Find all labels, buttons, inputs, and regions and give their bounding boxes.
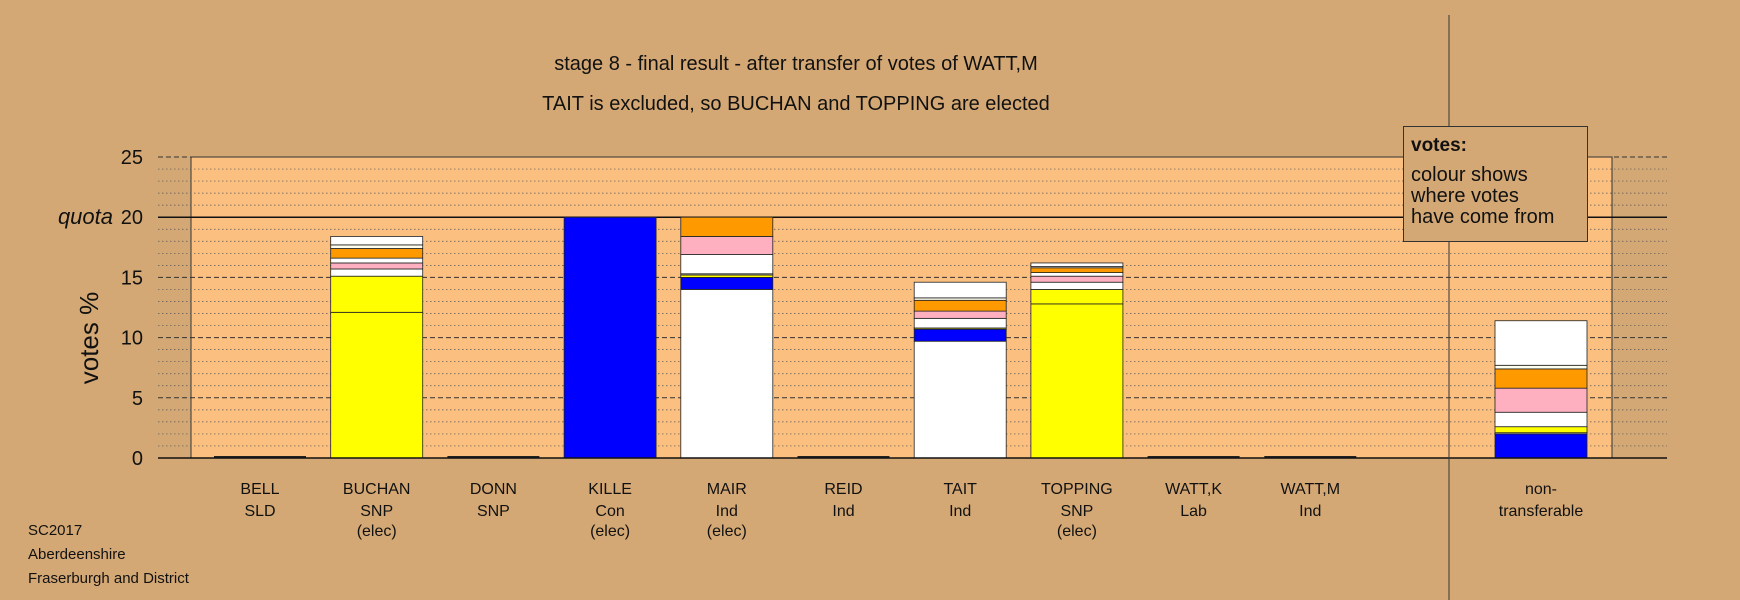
- bar-segment: [330, 262, 424, 270]
- nontransferable-bar-segment: [1494, 426, 1588, 434]
- candidate-name-label: WATT,M: [1281, 481, 1341, 498]
- nontransferable-bar-segment: [1494, 364, 1588, 370]
- chart-title: stage 8 - final result - after transfer …: [554, 53, 1038, 75]
- candidate-party-label: Con: [595, 503, 624, 520]
- bar-segment: [1030, 262, 1124, 267]
- legend-text-1: colour shows: [1411, 164, 1528, 186]
- bar-segment: [330, 236, 424, 246]
- nontransferable-bar-segment: [1494, 368, 1588, 389]
- bar-segment: [913, 340, 1007, 459]
- y-tick-label: 15: [121, 267, 143, 289]
- legend: votes: colour shows where votes have com…: [1403, 126, 1588, 242]
- candidate-name-label: WATT,K: [1165, 481, 1222, 498]
- candidate-name-label: KILLE: [588, 481, 632, 498]
- bar-segment: [680, 276, 774, 290]
- nontransferable-bar-segment: [1494, 411, 1588, 428]
- candidate-party-label: SNP: [1060, 503, 1093, 520]
- nontransferable-bar-segment: [1494, 433, 1588, 459]
- footer-council: Aberdeenshire: [28, 546, 126, 563]
- bar-segment: [330, 268, 424, 277]
- bar-segment: [913, 310, 1007, 319]
- y-tick-label: 10: [121, 328, 143, 350]
- chart-subtitle: TAIT is excluded, so BUCHAN and TOPPING …: [542, 93, 1050, 115]
- bar-segment: [330, 248, 424, 259]
- candidate-name-label: BUCHAN: [343, 481, 411, 498]
- quota-label: quota: [58, 204, 113, 229]
- footer-ward: Fraserburgh and District: [28, 570, 189, 587]
- bar-segment: [330, 275, 424, 313]
- candidate-name-label: TAIT: [943, 481, 977, 498]
- bar-segment: [680, 289, 774, 459]
- candidate-party-label: SLD: [244, 503, 275, 520]
- candidate-party-label: Ind: [832, 503, 854, 520]
- candidate-name-label: TOPPING: [1041, 481, 1113, 498]
- candidate-party-label: Lab: [1180, 503, 1207, 520]
- y-tick-label: 20: [121, 207, 143, 229]
- bar-segment: [1030, 267, 1124, 273]
- bar-segment: [1030, 272, 1124, 277]
- bar-segment: [1030, 289, 1124, 305]
- bar-segment: [913, 299, 1007, 312]
- bar-segment: [330, 311, 424, 459]
- nontransferable-label: transferable: [1499, 503, 1584, 520]
- nontransferable-label: non-: [1525, 481, 1557, 498]
- y-tick-label: 25: [121, 147, 143, 169]
- bar-segment: [913, 317, 1007, 329]
- candidate-party-label: Ind: [716, 503, 738, 520]
- candidate-party-label: SNP: [360, 503, 393, 520]
- bar-segment: [563, 216, 657, 459]
- candidate-party-label: SNP: [477, 503, 510, 520]
- bar-segment: [1030, 281, 1124, 290]
- bar-segment: [680, 216, 774, 237]
- candidate-status-label: (elec): [1057, 523, 1097, 540]
- bar-segment: [913, 281, 1007, 299]
- y-tick-label: 5: [132, 388, 143, 410]
- nontransferable-bar-segment: [1494, 320, 1588, 366]
- candidate-status-label: (elec): [357, 523, 397, 540]
- legend-text-3: have come from: [1411, 206, 1555, 228]
- bar-segment: [330, 244, 424, 249]
- candidate-party-label: Ind: [1299, 503, 1321, 520]
- footer-election: SC2017: [28, 522, 83, 539]
- y-axis-label: votes %: [74, 292, 104, 385]
- y-tick-label: 0: [132, 448, 143, 470]
- candidate-name-label: REID: [824, 481, 862, 498]
- candidate-name-label: DONN: [470, 481, 517, 498]
- candidate-status-label: (elec): [590, 523, 630, 540]
- bar-segment: [330, 257, 424, 264]
- legend-text-2: where votes: [1411, 185, 1519, 207]
- candidate-name-label: MAIR: [707, 481, 747, 498]
- nontransferable-bar-segment: [1494, 387, 1588, 413]
- legend-title: votes:: [1411, 135, 1467, 156]
- candidate-name-label: BELL: [240, 481, 279, 498]
- bar-segment: [913, 328, 1007, 342]
- bar-segment: [1030, 275, 1124, 283]
- bar-segment: [1030, 303, 1124, 459]
- plot-area: [190, 156, 1613, 459]
- bar-segment: [680, 236, 774, 255]
- bar-segment: [680, 254, 774, 275]
- candidate-party-label: Ind: [949, 503, 971, 520]
- candidate-status-label: (elec): [707, 523, 747, 540]
